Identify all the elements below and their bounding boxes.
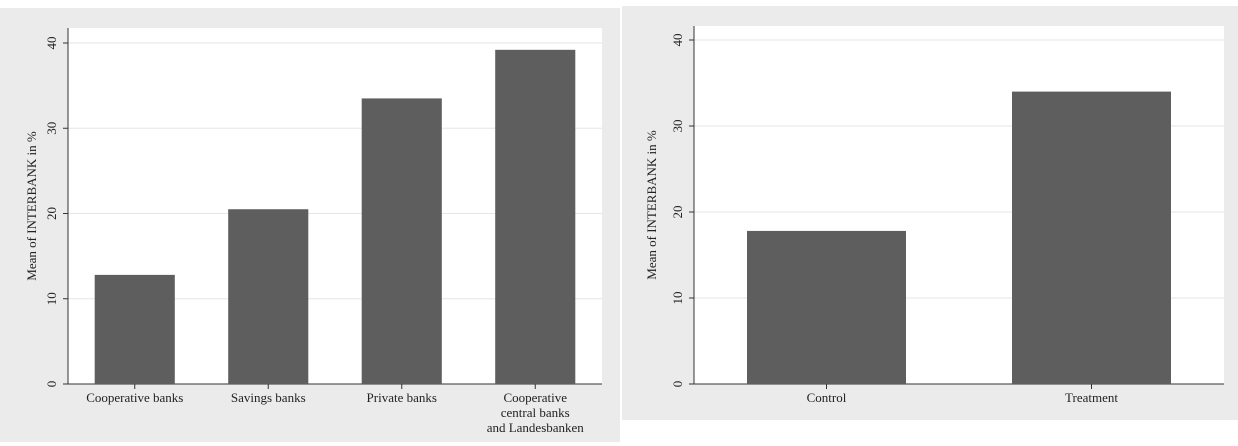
y-tick-label: 40 [44, 37, 59, 50]
bar [747, 230, 906, 384]
y-tick-label: 10 [670, 292, 685, 305]
bar [361, 98, 442, 384]
bar [1012, 91, 1171, 384]
left-bar-chart: 0 10 20 30 40 Mean of INTERBANK in % Cooperati… [0, 8, 620, 442]
y-tick-label: 0 [670, 381, 685, 388]
y-axis-title: Mean of INTERBANK in % [24, 131, 39, 281]
bar [228, 209, 309, 384]
y-tick-label: 10 [44, 292, 59, 305]
y-tick-label: 0 [44, 381, 59, 388]
y-tick-label: 30 [670, 120, 685, 133]
y-tick-label: 20 [670, 206, 685, 219]
category-label: Savings banks [231, 390, 306, 405]
bar [495, 49, 576, 384]
category-label: Private banks [367, 390, 437, 405]
category-label: Cooperative banks [86, 390, 183, 405]
right-bar-chart: 0 10 20 30 40 Mean of INTERBANK in % Control Tr… [622, 6, 1238, 420]
category-label: Treatment [1065, 390, 1118, 405]
left-chart-panel: 0 10 20 30 40 Mean of INTERBANK in % Cooperati… [0, 8, 620, 442]
right-chart-panel: 0 10 20 30 40 Mean of INTERBANK in % Control Tr… [622, 0, 1238, 446]
y-axis-title: Mean of INTERBANK in % [644, 130, 659, 280]
category-label: Cooperative [503, 390, 567, 405]
y-tick-label: 40 [670, 34, 685, 47]
y-tick-label: 20 [44, 207, 59, 220]
bar [94, 274, 175, 384]
category-label: Control [807, 390, 847, 405]
category-label: and Landesbanken [487, 420, 585, 435]
y-tick-label: 30 [44, 122, 59, 135]
category-label: central banks [501, 405, 570, 420]
